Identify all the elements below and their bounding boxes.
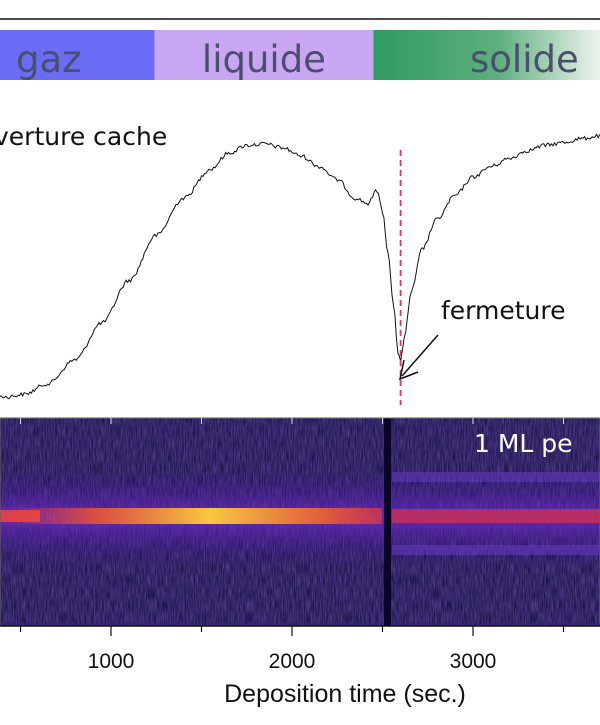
spectrogram-panel: 1 ML pe (0, 417, 600, 627)
phase-gaz (0, 30, 155, 80)
closing-annotation: fermeture (441, 296, 566, 325)
phase-solide (373, 30, 600, 80)
phase-label-solide: solide (470, 38, 579, 81)
intensity-plot: verture cache fermeture (0, 122, 600, 405)
phase-label-gaz: gaz (16, 38, 82, 81)
rate-annotation: 1 ML pe (474, 429, 573, 458)
x-axis-title: Deposition time (sec.) (224, 680, 466, 708)
phase-liquide (154, 30, 374, 80)
spectrogram-break (384, 418, 391, 626)
phase-label-liquide: liquide (202, 38, 326, 81)
spectrogram-bright-band (0, 508, 382, 524)
x-tick-label-3000: 3000 (450, 650, 497, 673)
x-axis: 1000 2000 3000 (0, 418, 600, 673)
phase-band: gaz liquide solide (0, 30, 600, 81)
opening-annotation: verture cache (0, 122, 167, 151)
closing-arrow (398, 334, 439, 381)
intensity-curve (0, 133, 600, 400)
x-tick-label-2000: 2000 (269, 650, 316, 673)
x-tick-label-1000: 1000 (88, 650, 135, 673)
